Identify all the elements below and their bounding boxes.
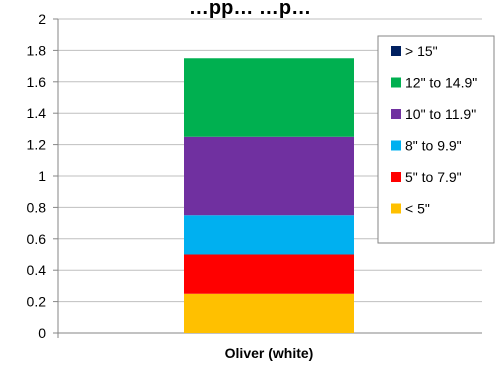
y-tick-label: 2 <box>38 11 46 27</box>
y-tick-label: 1.4 <box>27 105 47 121</box>
chart-title: …pp… …p… <box>189 0 311 19</box>
x-category-label: Oliver (white) <box>225 345 314 361</box>
y-tick-label: 1.8 <box>27 42 47 58</box>
y-tick-label: 0.4 <box>27 262 47 278</box>
bar-segment-3 <box>184 136 354 216</box>
y-tick-label: 1.6 <box>27 74 47 90</box>
y-tick-label: 0 <box>38 325 46 341</box>
legend-swatch <box>391 77 401 88</box>
legend-label: 12" to 14.9" <box>405 75 477 91</box>
bar-segment-1 <box>184 254 354 294</box>
legend-label: < 5" <box>405 201 430 217</box>
bar-layer <box>184 58 354 333</box>
legend-swatch <box>391 203 401 214</box>
legend: > 15" 12" to 14.9" 10" to 11.9" 8" to 9.9" 5… <box>377 35 495 244</box>
y-tick-label: 0.6 <box>27 231 47 247</box>
legend-label: > 15" <box>405 43 438 59</box>
bar-segment-0 <box>184 293 354 333</box>
legend-swatch <box>391 172 401 182</box>
bar-segment-4 <box>184 58 354 137</box>
legend-label: 5" to 7.9" <box>405 169 462 185</box>
y-tick-label: 0.2 <box>27 294 47 310</box>
legend-swatch <box>391 140 401 151</box>
y-tick-label: 1 <box>38 168 46 184</box>
y-tick-label: 1.2 <box>27 137 47 153</box>
title-layer: …pp… …p… <box>189 0 311 19</box>
legend-swatch <box>391 109 401 119</box>
y-tick-label: 0.8 <box>27 199 47 215</box>
bar-segment-2 <box>184 215 354 255</box>
legend-label: 8" to 9.9" <box>405 138 462 154</box>
legend-label: 10" to 11.9" <box>405 106 476 122</box>
legend-swatch <box>391 46 401 56</box>
